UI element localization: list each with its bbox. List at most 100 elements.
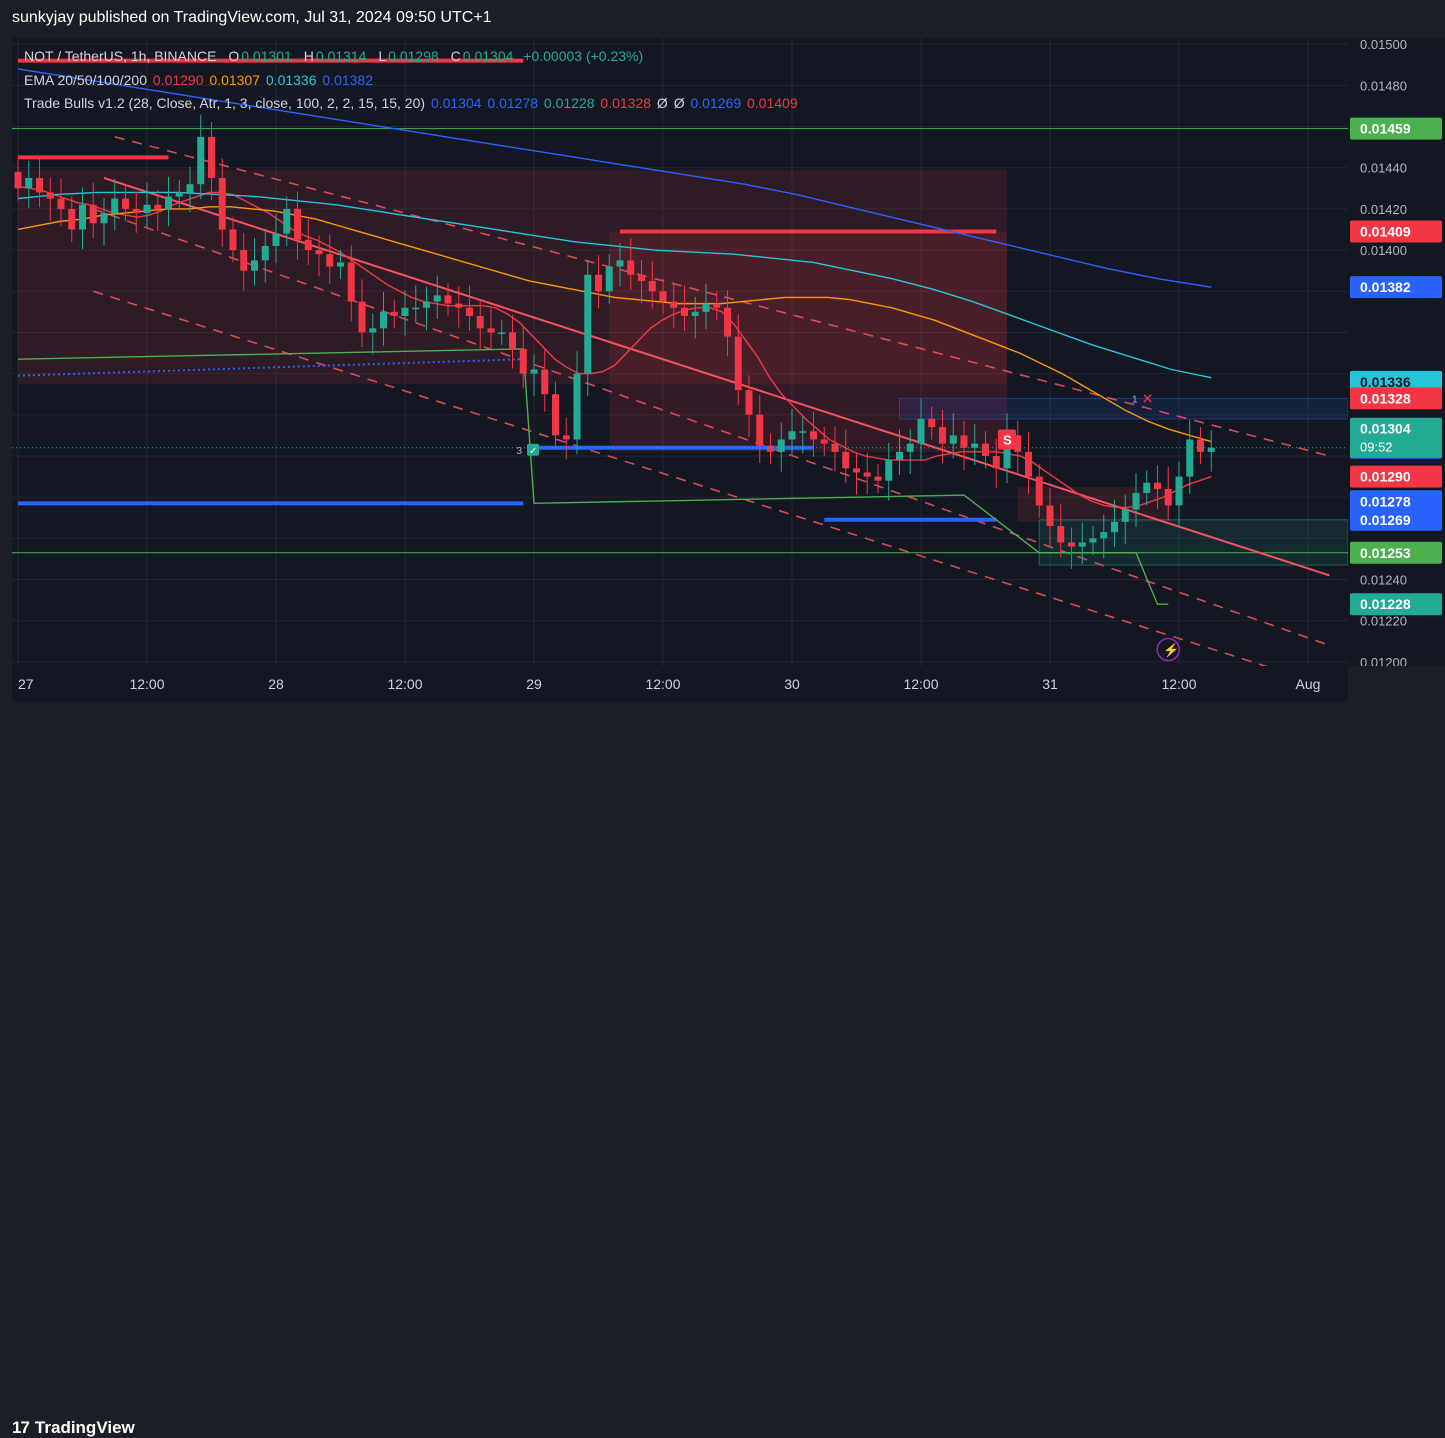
candle-body xyxy=(745,390,753,415)
candle-body xyxy=(885,460,893,481)
candle-body xyxy=(702,303,710,312)
candle-body xyxy=(842,451,850,469)
ema-line xyxy=(17,191,1212,379)
dotted-line xyxy=(17,358,524,377)
price-axis-tick: 0.01420 xyxy=(1360,202,1407,217)
candle-body xyxy=(412,307,420,310)
candle-body xyxy=(326,254,334,267)
candle-body xyxy=(960,435,968,448)
candle-body xyxy=(304,239,312,251)
candle-body xyxy=(831,443,839,452)
legend-open-label: O xyxy=(228,48,240,64)
target-hit-label: 1 xyxy=(1132,394,1138,405)
legend-ema-value: 0.01290 xyxy=(152,72,204,88)
time-axis-tick: Aug xyxy=(1296,676,1321,692)
legend-tradebulls-value: Ø xyxy=(653,95,668,111)
legend-tradebulls-values: 0.01304 0.01278 0.01228 0.01328 Ø Ø 0.01… xyxy=(431,95,800,111)
legend-symbol[interactable]: NOT / TetherUS, 1h, BINANCE xyxy=(24,48,217,64)
legend-ema-title: EMA 20/50/100/200 xyxy=(24,72,147,88)
channel-dashed-line xyxy=(114,136,1330,457)
price-axis-tick: 0.01200 xyxy=(1360,655,1407,666)
candle-body xyxy=(648,280,656,292)
candle-body xyxy=(68,208,76,230)
candle-body xyxy=(197,136,205,185)
price-label-text: 0.01328 xyxy=(1360,390,1411,406)
legend-ema-row[interactable]: EMA 20/50/100/200 0.01290 0.01307 0.0133… xyxy=(24,72,377,88)
demand-zone xyxy=(1038,519,1349,566)
price-label-badge xyxy=(1350,490,1442,513)
candle-body xyxy=(982,443,989,456)
candle-body xyxy=(552,394,559,436)
legend-ema-value: 0.01307 xyxy=(205,72,260,88)
candle-body xyxy=(380,311,387,329)
legend-low-value: 0.01298 xyxy=(388,48,439,64)
legend-tradebulls-row[interactable]: Trade Bulls v1.2 (28, Close, Atr, 1, 3, … xyxy=(24,95,802,111)
time-axis-tick: 12:00 xyxy=(903,676,938,692)
candle-body xyxy=(1057,525,1065,543)
publish-header: sunkyjay published on TradingView.com, J… xyxy=(0,0,1445,38)
candle-body xyxy=(1175,476,1183,506)
tradingview-logo[interactable]: 17 TradingView xyxy=(12,1418,135,1438)
candle-body xyxy=(111,198,119,214)
price-label-badge xyxy=(1350,593,1442,616)
candle-body xyxy=(143,204,151,214)
ema-line xyxy=(17,68,1212,288)
candle-body xyxy=(272,233,280,246)
time-axis-tick: 28 xyxy=(268,676,284,692)
candle-body xyxy=(294,208,301,240)
ema-line xyxy=(17,185,1212,509)
price-label-badge xyxy=(1350,276,1442,299)
price-label-badge xyxy=(1350,220,1442,243)
candle-body xyxy=(853,468,860,473)
last-price-countdown: 09:52 xyxy=(1360,440,1393,455)
candle-body xyxy=(971,443,979,448)
time-axis-tick: 31 xyxy=(1042,676,1058,692)
buy-marker-label: 3 xyxy=(517,446,523,457)
candle-body xyxy=(444,295,452,304)
candle-body xyxy=(175,192,183,197)
legend-high-label: H xyxy=(303,48,314,64)
price-label-badge xyxy=(1350,508,1442,531)
price-label-text: 0.01290 xyxy=(1360,469,1411,485)
flash-icon-glyph: ⚡ xyxy=(1163,643,1179,659)
candle-body xyxy=(519,348,527,374)
candle-body xyxy=(1121,509,1129,522)
candle-body xyxy=(401,307,409,316)
candle-body xyxy=(863,472,871,477)
price-axis-svg: 0.01500 0.01480 0.01440 0.01420 0.01400 0.012… xyxy=(1350,37,1442,670)
time-axis-svg: 27 12:00 28 12:00 29 12:00 30 12:00 31 12:00 Aug xyxy=(18,676,1321,692)
candle-body xyxy=(1035,476,1043,506)
candle-body xyxy=(46,192,54,199)
candle-body xyxy=(616,260,624,267)
price-label-text: 0.01409 xyxy=(1360,224,1411,240)
price-chart[interactable]: 3 ✓ S 1 ✕ ⚡ xyxy=(12,38,1349,688)
price-label-text: 0.01228 xyxy=(1360,596,1411,612)
chart-pane[interactable]: 3 ✓ S 1 ✕ ⚡ xyxy=(12,38,1349,688)
candle-body xyxy=(122,198,129,209)
ema-line xyxy=(17,206,1212,443)
time-axis[interactable]: 27 12:00 28 12:00 29 12:00 30 12:00 31 12:00 Aug xyxy=(12,666,1348,702)
candle-body xyxy=(218,178,226,230)
candle-body xyxy=(939,427,946,444)
price-axis[interactable]: 0.01500 0.01480 0.01440 0.01420 0.01400 0.012… xyxy=(1348,37,1445,670)
publisher-caption: sunkyjay published on TradingView.com, J… xyxy=(12,9,492,26)
flash-icon xyxy=(1156,637,1180,662)
target-hit-icon: ✕ xyxy=(1142,390,1154,406)
candle-body xyxy=(917,418,925,444)
channel-dashed-line xyxy=(93,290,1330,688)
price-axis-tick: 0.01220 xyxy=(1360,614,1407,629)
legend-change: +0.00003 (+0.23%) xyxy=(523,48,644,64)
candle-body xyxy=(132,208,140,214)
legend-tradebulls-value: 0.01269 xyxy=(686,95,742,111)
legend-tradebulls-value: 0.01409 xyxy=(743,95,798,111)
legend-tradebulls-value: 0.01304 xyxy=(430,95,482,111)
legend-symbol-row: NOT / TetherUS, 1h, BINANCE O 0.01301 H 0.… xyxy=(24,48,645,64)
last-price-text: 0.01304 xyxy=(1360,421,1411,437)
candle-body xyxy=(1186,439,1194,477)
time-axis-tick: 12:00 xyxy=(129,676,164,692)
candle-body xyxy=(1154,482,1161,489)
footer: 17 TradingView xyxy=(0,702,1445,1437)
candle-body xyxy=(165,196,172,209)
candle-body xyxy=(466,307,473,316)
candle-body xyxy=(713,303,721,308)
